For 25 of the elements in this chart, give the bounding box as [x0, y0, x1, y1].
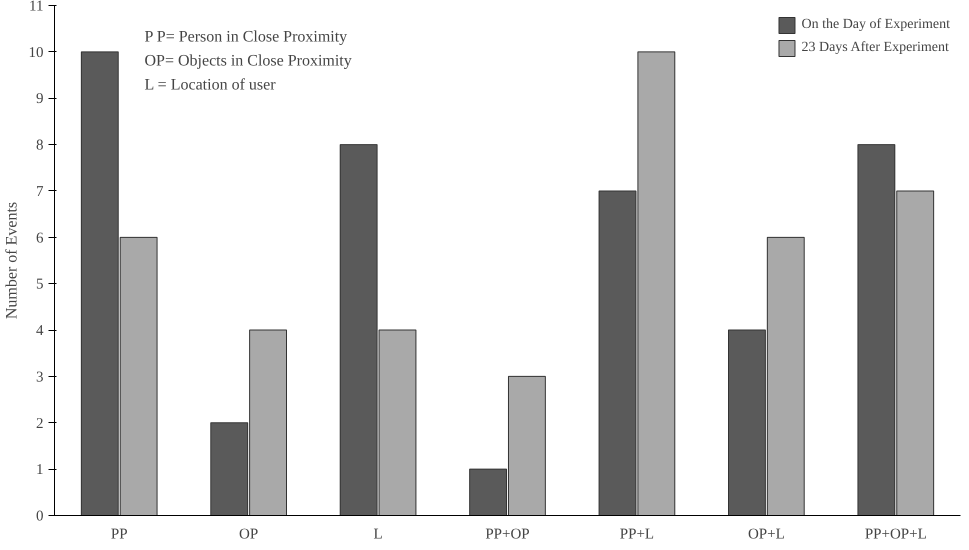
legend-label: 23 Days After Experiment — [801, 40, 949, 56]
x-tick-label: OP+L — [748, 526, 785, 542]
y-tick-label: 6 — [36, 230, 44, 246]
x-tick-label: OP — [239, 526, 258, 542]
x-tick-label: L — [373, 526, 383, 542]
x-tick-label: PP — [110, 526, 128, 542]
y-tick-label: 1 — [36, 462, 44, 478]
annotation: P P= Person in Close Proximity — [144, 28, 348, 46]
x-tick-label: PP+L — [620, 526, 654, 542]
y-tick-label: 7 — [36, 184, 44, 200]
annotation: OP= Objects in Close Proximity — [144, 52, 352, 70]
x-tick-label: PP+OP — [485, 526, 530, 542]
annotation: L = Location of user — [144, 76, 276, 94]
y-tick-label: 10 — [28, 44, 44, 61]
y-tick-label: 9 — [36, 91, 44, 108]
y-tick-label: 8 — [36, 138, 44, 154]
y-tick-label: 11 — [29, 0, 44, 14]
y-axis-title: Number of Events — [4, 202, 20, 320]
y-tick-label: 3 — [36, 369, 44, 386]
legend-label: On the Day of Experiment — [801, 17, 950, 33]
y-tick-label: 0 — [36, 508, 44, 524]
y-tick-label: 5 — [36, 276, 44, 293]
x-tick-label: PP+OP+L — [864, 526, 927, 542]
y-tick-label: 4 — [36, 323, 44, 340]
y-tick-label: 2 — [36, 416, 44, 432]
